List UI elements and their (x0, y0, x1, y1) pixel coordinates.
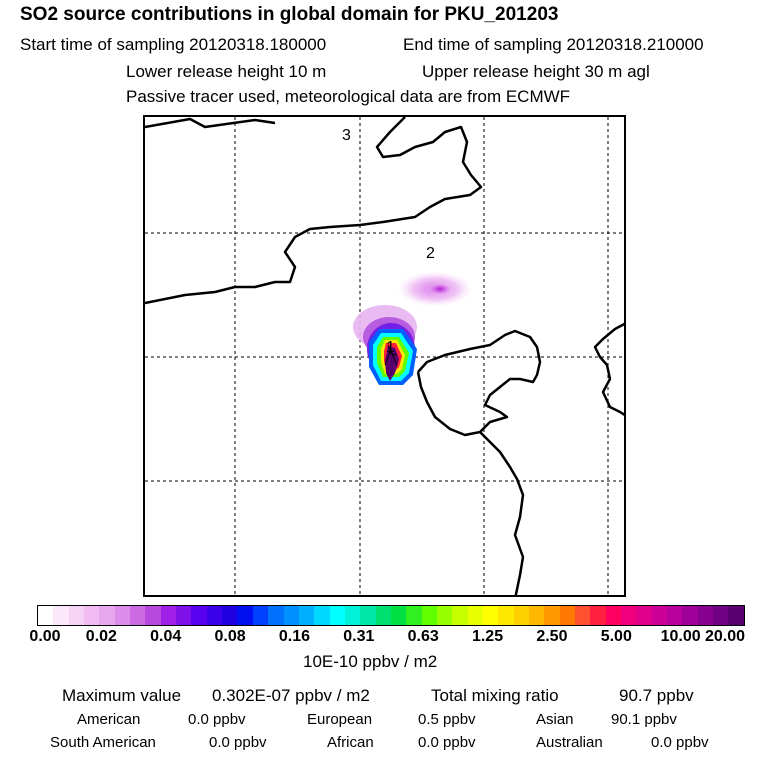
color-scale-segment (176, 606, 192, 625)
color-scale-segment (713, 606, 729, 625)
region-australian-label: Australian (536, 734, 603, 751)
color-scale-tick-label: 0.16 (278, 628, 311, 645)
region-asian-value: 90.1 ppbv (611, 711, 677, 728)
color-scale-tick-label: 0.63 (407, 628, 439, 645)
lower-release-height: Lower release height 10 m (126, 62, 327, 81)
color-scale-segment (84, 606, 100, 625)
color-scale-segment (298, 606, 315, 625)
upper-release-height: Upper release height 30 m agl (422, 62, 650, 81)
color-scale-segment (329, 606, 345, 625)
plot-title: SO2 source contributions in global domai… (20, 4, 559, 25)
color-scale-segment (99, 606, 115, 625)
color-scale-segment (222, 606, 238, 625)
max-value-label: Maximum value (62, 686, 182, 705)
plume-contours (353, 271, 473, 385)
color-scale-segment (482, 606, 499, 625)
region-australian-value: 0.0 ppbv (651, 734, 709, 751)
map-panel: 1 2 3 (143, 115, 626, 597)
total-mixing-label: Total mixing ratio (431, 686, 559, 705)
color-scale-tick-label: 0.31 (343, 628, 375, 645)
color-scale-segment (697, 606, 714, 625)
color-scale-segment (360, 606, 376, 625)
region-african-label: African (327, 734, 374, 751)
map-canvas (145, 117, 624, 595)
color-scale-tick-label: 0.02 (85, 628, 117, 645)
color-scale-segment (375, 606, 391, 625)
plume-secondary-core (426, 282, 454, 296)
color-scale-segment (559, 606, 576, 625)
color-scale-segment (252, 606, 269, 625)
color-scale-segment (544, 606, 560, 625)
color-scale-unit: 10E-10 ppbv / m2 (303, 652, 438, 671)
color-scale-segment (467, 606, 483, 625)
color-scale-tick-label: 5.00 (600, 628, 632, 645)
region-south-american-label: South American (50, 734, 156, 751)
region-american-value: 0.0 ppbv (188, 711, 246, 728)
color-scale-segment (452, 606, 468, 625)
color-scale-segment (38, 606, 54, 625)
color-scale-tick-label: 0.08 (214, 628, 246, 645)
region-asian-label: Asian (536, 711, 574, 728)
color-scale-segment (590, 606, 606, 625)
color-scale-segment (160, 606, 177, 625)
color-scale-segment (53, 606, 69, 625)
total-mixing-value: 90.7 ppbv (619, 686, 694, 705)
color-scale-segment (421, 606, 437, 625)
color-scale-segment (498, 606, 514, 625)
color-scale-bar (37, 605, 745, 626)
color-scale-segment (68, 606, 85, 625)
color-scale-segment (206, 606, 223, 625)
color-scale-segment (575, 606, 591, 625)
color-scale-segment (344, 606, 361, 625)
color-scale-segment (667, 606, 683, 625)
color-scale-tick-label: 10.00 (660, 628, 701, 645)
color-scale-segment (682, 606, 698, 625)
region-european-value: 0.5 ppbv (418, 711, 476, 728)
color-scale-segment (145, 606, 161, 625)
color-scale-tick-label: 20.00 (704, 628, 746, 645)
color-scale-segment (436, 606, 453, 625)
region-european-label: European (307, 711, 373, 728)
color-scale-segment (651, 606, 668, 625)
source-marker-3: 3 (342, 127, 351, 144)
color-scale-segment (237, 606, 253, 625)
region-south-american-value: 0.0 ppbv (209, 734, 267, 751)
color-scale-tick-label: 1.25 (471, 628, 504, 645)
source-marker-1: 1 (386, 339, 395, 356)
color-scale-segment (406, 606, 422, 625)
color-scale-segment (191, 606, 207, 625)
color-scale-tick-label: 2.50 (536, 628, 568, 645)
end-time: End time of sampling 20120318.210000 (403, 35, 704, 54)
region-african-value: 0.0 ppbv (418, 734, 476, 751)
coastlines (145, 117, 624, 595)
color-scale-segment (130, 606, 146, 625)
color-scale-segment (728, 606, 744, 625)
color-scale-segment (114, 606, 131, 625)
color-scale-segment (283, 606, 299, 625)
start-time: Start time of sampling 20120318.180000 (20, 35, 327, 54)
region-american-label: American (77, 711, 141, 728)
max-value: 0.302E-07 ppbv / m2 (212, 686, 370, 705)
color-scale-segment (605, 606, 622, 625)
color-scale-tick-label: 0.00 (29, 628, 61, 645)
color-scale-segment (513, 606, 529, 625)
color-scale-segment (268, 606, 284, 625)
tracer-note: Passive tracer used, meteorological data… (126, 87, 571, 106)
color-scale-segment (314, 606, 330, 625)
source-marker-2: 2 (426, 245, 435, 262)
color-scale-tick-label: 0.04 (150, 628, 182, 645)
color-scale-segment (390, 606, 407, 625)
color-scale-segment (621, 606, 637, 625)
color-scale-segment (636, 606, 652, 625)
color-scale-segment (529, 606, 545, 625)
